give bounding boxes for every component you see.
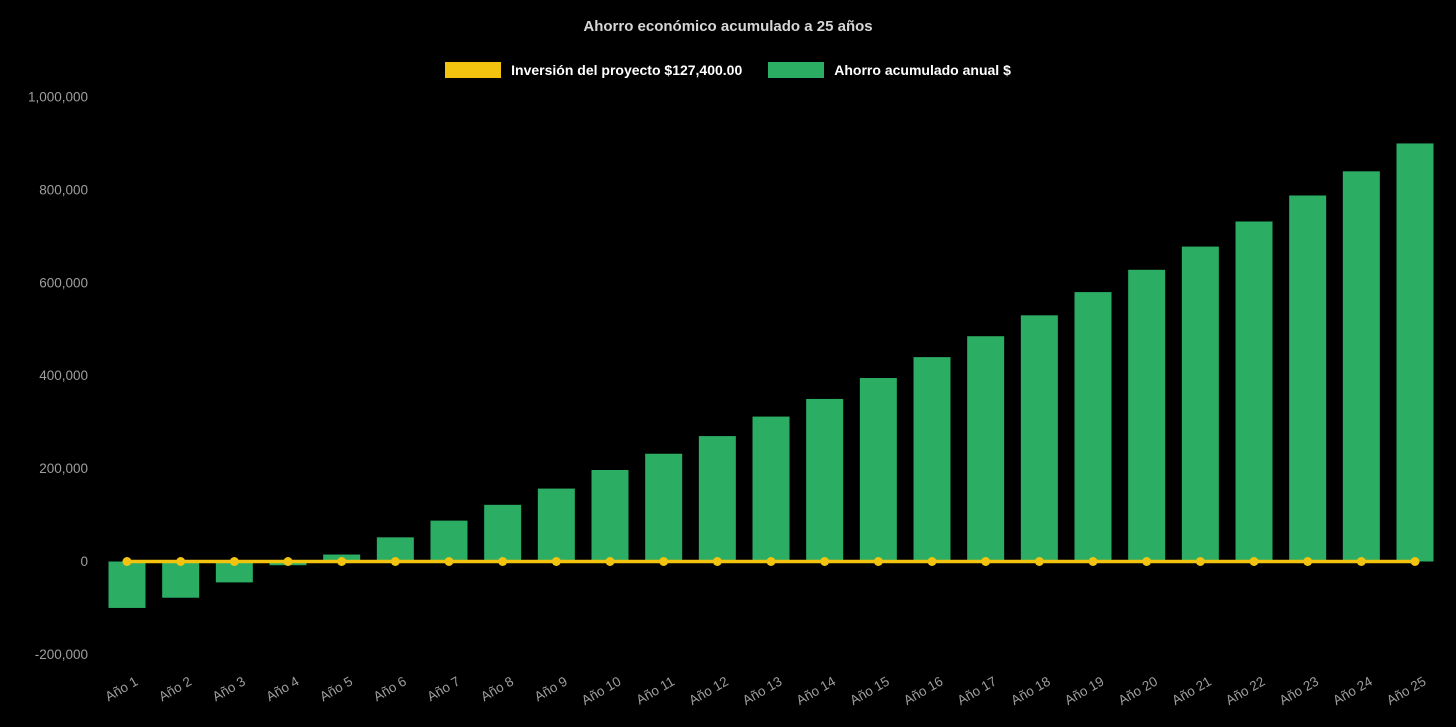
y-tick-label: 1,000,000 — [28, 90, 88, 105]
line-marker-ano-23[interactable] — [1303, 557, 1313, 566]
line-marker-ano-14[interactable] — [820, 557, 830, 566]
line-marker-ano-15[interactable] — [873, 557, 883, 566]
x-label-ano-6: Año 6 — [371, 674, 409, 705]
bar-ano-7[interactable] — [430, 520, 468, 562]
bar-ano-8[interactable] — [484, 504, 522, 562]
x-label-ano-5: Año 5 — [317, 674, 355, 705]
x-label-ano-23: Año 23 — [1277, 674, 1322, 708]
legend-label-inversion: Inversión del proyecto $127,400.00 — [511, 62, 743, 78]
bar-ano-22[interactable] — [1235, 221, 1273, 562]
bar-ano-10[interactable] — [591, 469, 629, 562]
bar-ano-21[interactable] — [1181, 246, 1219, 562]
bar-ano-18[interactable] — [1020, 315, 1058, 562]
x-label-ano-21: Año 21 — [1169, 674, 1214, 708]
line-marker-ano-9[interactable] — [551, 557, 561, 566]
bar-ano-3[interactable] — [215, 561, 253, 583]
bar-ano-14[interactable] — [806, 398, 844, 562]
y-tick-label: 800,000 — [39, 182, 88, 197]
bar-ano-19[interactable] — [1074, 292, 1112, 562]
x-label-ano-15: Año 15 — [847, 674, 892, 708]
y-tick-label: -200,000 — [35, 647, 88, 662]
x-label-ano-3: Año 3 — [210, 674, 248, 705]
bar-ano-11[interactable] — [645, 453, 683, 562]
x-label-ano-4: Año 4 — [263, 673, 301, 704]
bar-ano-1[interactable] — [108, 561, 146, 608]
legend-item-inversion[interactable]: Inversión del proyecto $127,400.00 — [445, 62, 742, 78]
x-label-ano-19: Año 19 — [1062, 674, 1107, 708]
line-marker-ano-16[interactable] — [927, 557, 937, 566]
y-tick-label: 600,000 — [39, 275, 88, 290]
x-label-ano-12: Año 12 — [686, 674, 731, 708]
line-marker-ano-22[interactable] — [1249, 557, 1259, 566]
legend: Inversión del proyecto $127,400.00 Ahorr… — [0, 62, 1456, 78]
line-marker-ano-12[interactable] — [712, 557, 722, 566]
bar-ano-15[interactable] — [859, 378, 897, 562]
bar-ano-12[interactable] — [698, 436, 736, 562]
legend-swatch-inversion — [445, 62, 502, 78]
x-label-ano-1: Año 1 — [102, 674, 140, 705]
x-label-ano-24: Año 24 — [1330, 673, 1375, 708]
y-tick-label: 400,000 — [39, 368, 88, 383]
chart-title: Ahorro económico acumulado a 25 años — [583, 18, 873, 35]
bar-ano-20[interactable] — [1128, 269, 1166, 562]
line-marker-ano-3[interactable] — [229, 557, 239, 566]
x-label-ano-2: Año 2 — [156, 674, 194, 705]
x-label-ano-16: Año 16 — [901, 674, 946, 708]
x-label-ano-17: Año 17 — [955, 674, 1000, 708]
bar-ano-17[interactable] — [967, 336, 1005, 562]
x-label-ano-8: Año 8 — [478, 674, 516, 705]
line-marker-ano-1[interactable] — [122, 557, 132, 566]
line-marker-ano-8[interactable] — [498, 557, 508, 566]
line-marker-ano-10[interactable] — [605, 557, 615, 566]
x-label-ano-10: Año 10 — [579, 674, 624, 708]
line-marker-ano-11[interactable] — [659, 557, 669, 566]
bar-ano-25[interactable] — [1396, 143, 1434, 562]
bar-ano-9[interactable] — [537, 488, 575, 562]
x-label-ano-25: Año 25 — [1384, 674, 1429, 708]
x-label-ano-22: Año 22 — [1223, 674, 1268, 708]
line-marker-ano-20[interactable] — [1142, 557, 1152, 566]
line-marker-ano-21[interactable] — [1195, 557, 1205, 566]
bar-ano-16[interactable] — [913, 357, 951, 562]
line-marker-ano-4[interactable] — [283, 557, 293, 566]
legend-swatch-ahorro — [768, 62, 825, 78]
x-label-ano-14: Año 14 — [794, 673, 839, 708]
bar-ano-2[interactable] — [162, 561, 200, 598]
bar-ano-23[interactable] — [1289, 195, 1327, 562]
line-marker-ano-5[interactable] — [337, 557, 347, 566]
line-marker-ano-24[interactable] — [1356, 557, 1366, 566]
line-marker-ano-19[interactable] — [1088, 557, 1098, 566]
x-label-ano-7: Año 7 — [424, 674, 462, 705]
line-marker-ano-7[interactable] — [444, 557, 454, 566]
line-marker-ano-17[interactable] — [981, 557, 991, 566]
bar-ano-13[interactable] — [752, 416, 790, 562]
y-tick-label: 0 — [80, 554, 88, 569]
bar-ano-24[interactable] — [1342, 171, 1380, 562]
line-marker-ano-18[interactable] — [1034, 557, 1044, 566]
x-label-ano-9: Año 9 — [532, 674, 570, 705]
legend-label-ahorro: Ahorro acumulado anual $ — [834, 62, 1011, 78]
line-marker-ano-2[interactable] — [176, 557, 186, 566]
x-label-ano-13: Año 13 — [740, 674, 785, 708]
x-label-ano-20: Año 20 — [1116, 674, 1161, 708]
x-label-ano-18: Año 18 — [1008, 674, 1053, 708]
x-label-ano-11: Año 11 — [633, 674, 677, 708]
line-marker-ano-6[interactable] — [390, 557, 400, 566]
y-tick-label: 200,000 — [39, 461, 88, 476]
legend-item-ahorro[interactable]: Ahorro acumulado anual $ — [768, 62, 1011, 78]
line-marker-ano-13[interactable] — [766, 557, 776, 566]
line-marker-ano-25[interactable] — [1410, 557, 1420, 566]
